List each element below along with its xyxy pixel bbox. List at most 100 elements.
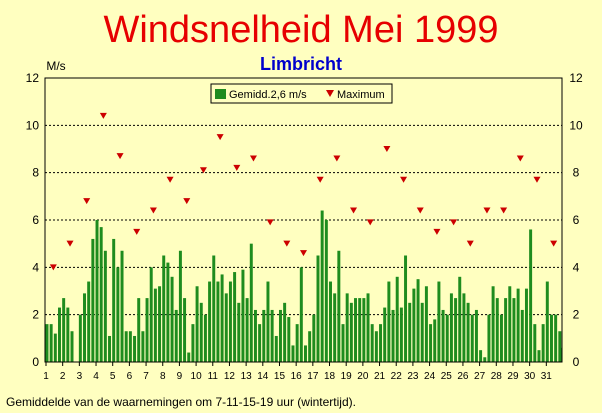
bar — [466, 302, 470, 362]
max-marker — [500, 207, 508, 214]
max-marker — [333, 155, 341, 162]
bar — [133, 335, 137, 362]
y-tick-label-right: 8 — [573, 166, 580, 180]
bar — [187, 352, 191, 362]
bar — [178, 250, 182, 362]
bar — [120, 250, 124, 362]
bar — [316, 255, 320, 362]
bar — [370, 324, 374, 362]
bar — [191, 324, 195, 362]
bar — [416, 279, 420, 362]
legend-marker-swatch — [326, 90, 334, 97]
x-tick-label: 29 — [507, 371, 519, 382]
max-marker — [66, 240, 74, 247]
bar — [408, 302, 412, 362]
bar — [545, 281, 549, 362]
bar — [508, 286, 512, 362]
bar — [87, 281, 91, 362]
bar — [78, 314, 82, 362]
bar — [458, 276, 462, 362]
bar — [162, 255, 166, 362]
bar — [170, 276, 174, 362]
bar — [233, 272, 237, 362]
bar — [374, 331, 378, 362]
bar — [483, 357, 487, 362]
x-tick-label: 30 — [524, 371, 536, 382]
bar-series — [45, 210, 562, 362]
bar — [324, 220, 328, 362]
chart-footnote: Gemiddelde van de waarnemingen om 7-11-1… — [6, 395, 356, 409]
max-marker — [400, 176, 408, 183]
x-tick-label: 15 — [274, 371, 286, 382]
y-tick-label-left: 2 — [32, 308, 39, 322]
bar — [66, 307, 70, 362]
y-tick-label-right: 0 — [573, 355, 580, 369]
x-tick-label: 14 — [257, 371, 269, 382]
y-tick-label-right: 12 — [569, 71, 583, 85]
x-tick-label: 26 — [457, 371, 469, 382]
bar — [45, 324, 49, 362]
bar — [158, 286, 162, 362]
bar — [299, 267, 303, 362]
x-tick-label: 11 — [208, 371, 219, 382]
bar — [437, 281, 441, 362]
y-tick-label-left: 0 — [32, 355, 39, 369]
bar — [195, 286, 199, 362]
bar — [274, 335, 278, 362]
bar — [224, 293, 228, 362]
x-tick-label: 9 — [177, 371, 183, 382]
bar — [91, 238, 95, 362]
x-tick-label: 24 — [424, 371, 436, 382]
bar — [278, 309, 282, 362]
plot-frame — [44, 77, 563, 363]
bar — [58, 307, 61, 362]
max-marker — [350, 207, 358, 214]
x-tick-label: 10 — [191, 371, 203, 382]
bar — [424, 286, 428, 362]
x-tick-label: 28 — [491, 371, 503, 382]
bar — [208, 281, 212, 362]
bar — [462, 293, 466, 362]
bar — [62, 298, 66, 362]
bar — [145, 298, 149, 362]
chart-title: Windsnelheid Mei 1999 — [103, 9, 498, 51]
y-tick-label-right: 2 — [573, 308, 580, 322]
max-marker — [433, 228, 441, 235]
bar — [433, 319, 437, 362]
x-tick-label: 23 — [407, 371, 419, 382]
bar — [237, 302, 241, 362]
bar — [391, 309, 395, 362]
y-tick-label-left: 4 — [32, 260, 39, 274]
bar — [520, 309, 524, 362]
x-tick-label: 7 — [143, 371, 149, 382]
bar — [345, 293, 349, 362]
max-marker — [249, 155, 257, 162]
bar — [420, 302, 424, 362]
bar — [549, 314, 553, 362]
bar — [308, 331, 312, 362]
bar — [270, 309, 274, 362]
max-marker — [550, 240, 558, 247]
max-marker — [383, 146, 391, 152]
x-tick-label: 1 — [43, 371, 49, 382]
bar — [404, 255, 408, 362]
x-tick-label: 3 — [77, 371, 83, 382]
max-marker — [216, 134, 224, 141]
legend: Gemidd.2,6 m/s Maximum — [210, 83, 393, 104]
max-marker — [516, 155, 524, 162]
bar — [349, 302, 353, 362]
bar — [95, 220, 99, 362]
bar — [203, 314, 207, 362]
bar — [383, 307, 387, 362]
bar — [491, 286, 495, 362]
y-tick-label-right: 4 — [573, 260, 580, 274]
bar — [183, 298, 187, 362]
x-tick-label: 5 — [110, 371, 116, 382]
y-tick-label-left: 6 — [32, 213, 39, 227]
bar — [245, 298, 249, 362]
bar — [454, 298, 458, 362]
x-tick-label: 27 — [474, 371, 486, 382]
bar — [320, 210, 324, 362]
bar — [366, 293, 370, 362]
